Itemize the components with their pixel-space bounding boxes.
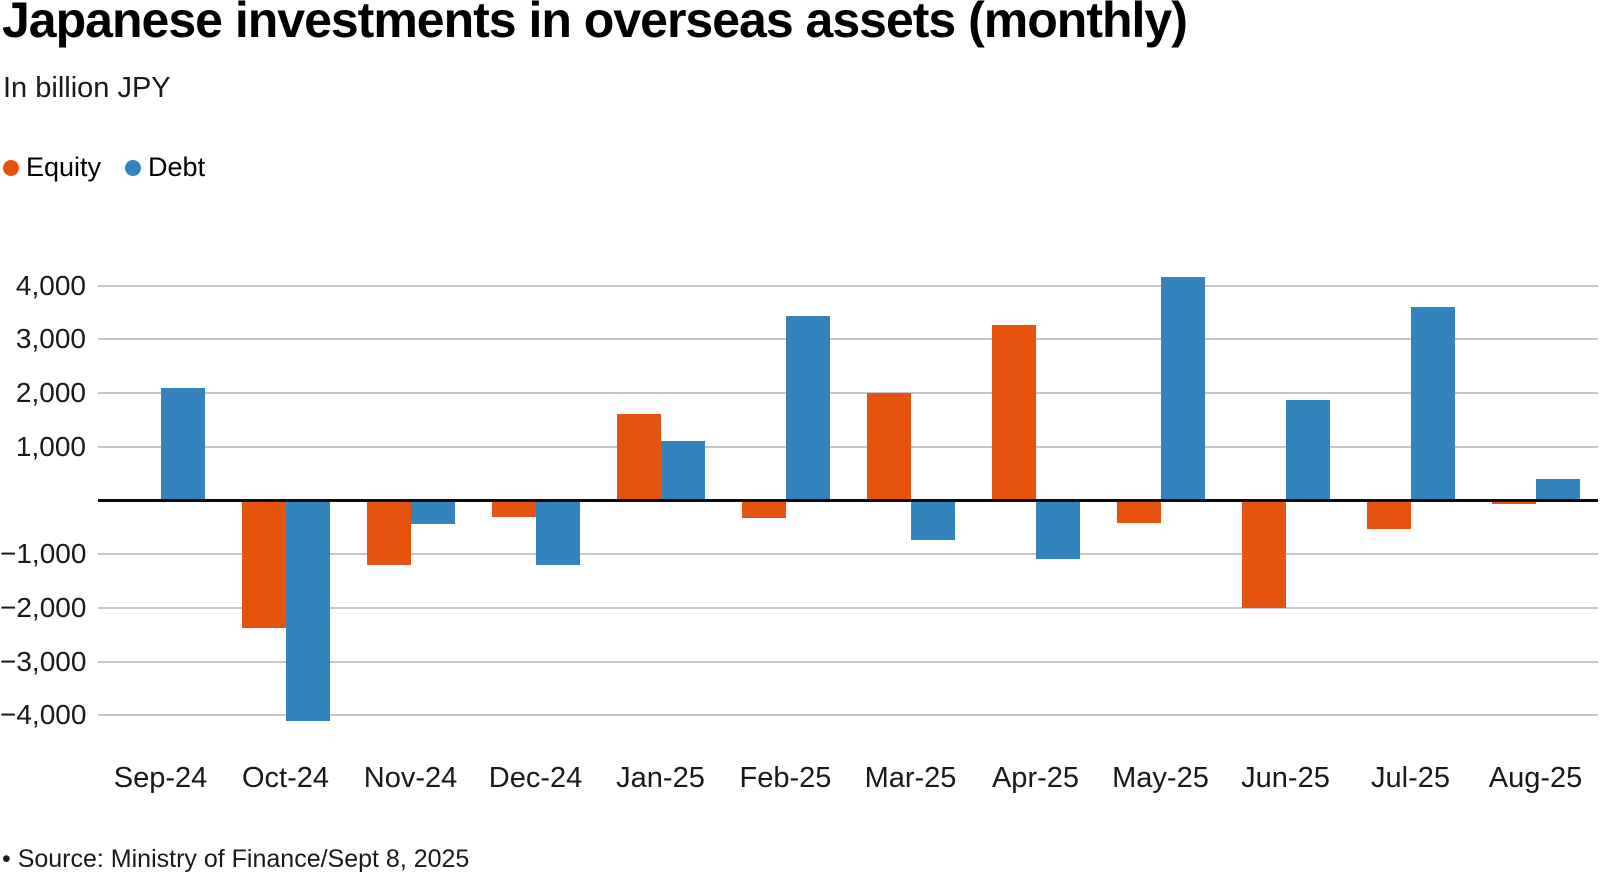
page-title: Japanese investments in overseas assets … xyxy=(2,0,1188,48)
bar-debt-jun-25 xyxy=(1285,399,1330,501)
source-note: • Source: Ministry of Finance/Sept 8, 20… xyxy=(2,845,470,873)
bar-debt-aug-25 xyxy=(1535,479,1580,501)
bar-equity-jul-25 xyxy=(1366,500,1411,530)
legend-item-equity: Equity xyxy=(3,152,101,183)
debt-dot-icon xyxy=(125,159,142,176)
x-tick-label: May-25 xyxy=(1112,762,1209,794)
bar-equity-may-25 xyxy=(1116,500,1161,524)
x-tick-label: Oct-24 xyxy=(241,762,330,794)
bar-debt-jul-25 xyxy=(1410,306,1455,501)
gridline xyxy=(98,714,1598,717)
legend-label-equity: Equity xyxy=(26,152,102,182)
gridline xyxy=(98,553,1598,556)
gridline xyxy=(98,606,1598,609)
y-tick-label: −4,000 xyxy=(0,699,87,731)
y-tick-label: −3,000 xyxy=(0,645,87,677)
bar-debt-apr-25 xyxy=(1035,500,1080,560)
chart-subtitle: In billion JPY xyxy=(3,72,171,104)
bar-debt-feb-25 xyxy=(785,315,830,501)
bar-debt-mar-25 xyxy=(910,500,955,541)
x-tick-label: Jul-25 xyxy=(1371,762,1450,794)
x-tick-label: Nov-24 xyxy=(363,762,458,794)
gridline xyxy=(98,284,1598,287)
bar-debt-may-25 xyxy=(1160,276,1205,501)
x-tick-label: Jan-25 xyxy=(616,762,705,794)
y-tick-label: −1,000 xyxy=(0,538,87,570)
bar-equity-feb-25 xyxy=(741,500,786,519)
bar-equity-mar-25 xyxy=(866,393,911,501)
bar-equity-jun-25 xyxy=(1241,500,1286,608)
equity-dot-icon xyxy=(3,159,19,176)
x-tick-label: Apr-25 xyxy=(991,762,1080,794)
x-tick-label: Jun-25 xyxy=(1241,762,1330,794)
x-tick-label: Sep-24 xyxy=(113,762,208,794)
bar-equity-dec-24 xyxy=(491,500,536,518)
legend-label-debt: Debt xyxy=(148,152,206,182)
x-tick-label: Mar-25 xyxy=(864,762,957,794)
y-tick-label: 3,000 xyxy=(15,323,86,355)
bar-equity-nov-24 xyxy=(366,500,411,566)
bar-debt-sep-24 xyxy=(160,387,205,501)
y-tick-label: 2,000 xyxy=(15,377,86,409)
bar-debt-nov-24 xyxy=(410,500,455,524)
bar-equity-apr-25 xyxy=(991,324,1036,501)
bar-debt-jan-25 xyxy=(660,440,705,501)
bar-equity-jan-25 xyxy=(616,414,661,501)
y-tick-label: −2,000 xyxy=(0,591,87,623)
bar-equity-oct-24 xyxy=(241,500,286,629)
zero-axis-line xyxy=(98,499,1598,502)
x-tick-label: Aug-25 xyxy=(1488,762,1583,794)
bar-debt-oct-24 xyxy=(285,500,330,721)
bar-equity-aug-25 xyxy=(1491,500,1536,505)
bar-debt-dec-24 xyxy=(535,500,580,566)
gridline xyxy=(98,445,1598,448)
y-tick-label: 1,000 xyxy=(15,430,86,462)
gridline xyxy=(98,338,1598,341)
legend-item-debt: Debt xyxy=(125,152,205,183)
x-tick-label: Dec-24 xyxy=(488,762,583,794)
gridline xyxy=(98,660,1598,663)
y-tick-label: 4,000 xyxy=(15,269,86,301)
gridline xyxy=(98,392,1598,395)
x-tick-label: Feb-25 xyxy=(739,762,832,794)
legend: Equity Debt xyxy=(3,152,205,183)
